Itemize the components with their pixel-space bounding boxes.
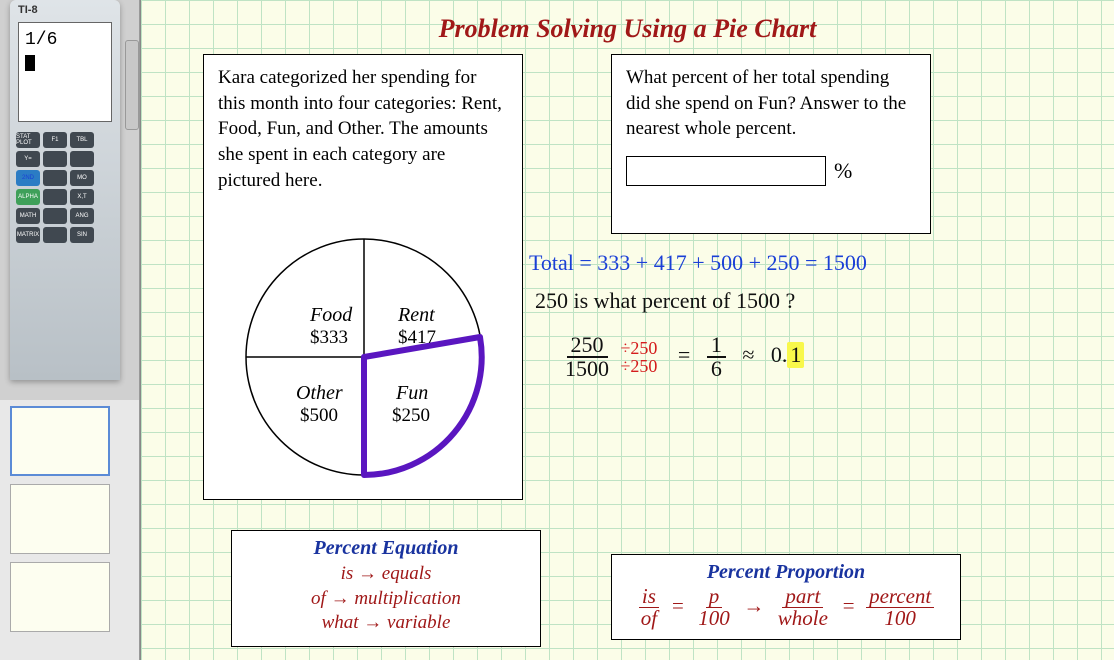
pie-chart: Food $333 Rent $417 Other $500 Fun $250 (234, 227, 494, 487)
calc-key-alpha[interactable]: ALPHA (16, 189, 40, 205)
pie-label-other: Other (296, 382, 343, 404)
sidebar-scrollbar[interactable] (125, 40, 139, 130)
percent-equation-box: Percent Equation is → equals of → multip… (231, 530, 541, 647)
slide-thumb-2[interactable] (10, 484, 110, 554)
slide-thumb-1[interactable] (10, 406, 110, 476)
question-text: What percent of her total spending did s… (626, 65, 916, 142)
work-total-line: Total = 333 + 417 + 500 + 250 = 1500 (529, 250, 867, 276)
pp-f2n: p (706, 586, 723, 608)
work-div-d: ÷250 (617, 357, 662, 375)
pe-l1: is → equals (248, 562, 524, 587)
calc-key-2nd[interactable]: 2ND (16, 170, 40, 186)
calc-key[interactable]: ANG (70, 208, 94, 224)
calc-cursor (25, 55, 35, 71)
thumbnail-sidebar: TI-8 1/6 STAT PLOT F1 TBL Y= 2ND MO ALPH… (0, 0, 140, 660)
calc-key[interactable]: X,T (70, 189, 94, 205)
problem-text: Kara categorized her spending for this m… (218, 65, 508, 193)
calc-screen: 1/6 (18, 22, 112, 122)
pe-l2: of → multiplication (248, 587, 524, 612)
answer-input[interactable] (626, 156, 826, 186)
work-frac2-d: 6 (707, 358, 726, 380)
work-eq: = (678, 342, 690, 367)
calc-key[interactable]: MATRIX (16, 227, 40, 243)
work-frac1-n: 250 (567, 334, 608, 358)
pie-amt-food: $333 (310, 327, 348, 348)
pie-label-food: Food (309, 304, 353, 326)
pie-amt-fun: $250 (392, 405, 430, 426)
pie-label-rent: Rent (397, 304, 435, 326)
calc-key[interactable]: STAT PLOT (16, 132, 40, 148)
pie-label-fun: Fun (395, 382, 428, 404)
calc-key[interactable]: MO (70, 170, 94, 186)
pp-eq2: = (841, 593, 855, 617)
calc-key[interactable] (43, 189, 67, 205)
calc-key[interactable] (70, 151, 94, 167)
slide-thumb-3[interactable] (10, 562, 110, 632)
pie-amt-rent: $417 (398, 327, 436, 348)
work-fraction-row: 250 1500 ÷250 ÷250 = 1 6 ≈ 0.1 (561, 334, 804, 380)
pe-heading: Percent Equation (248, 537, 524, 560)
question-box: What percent of her total spending did s… (611, 54, 931, 234)
calc-key[interactable]: Y= (16, 151, 40, 167)
pp-f1n: is (639, 586, 659, 608)
work-frac1-d: 1500 (561, 358, 613, 380)
calc-key[interactable]: TBL (70, 132, 94, 148)
pp-eq1: = (671, 593, 685, 617)
work-frac2-n: 1 (707, 334, 726, 358)
calc-key[interactable] (43, 151, 67, 167)
work-approx: ≈ (742, 342, 754, 367)
slide-title: Problem Solving Using a Pie Chart (141, 14, 1114, 44)
pp-eqn: is of = p 100 → part whole = percent 100 (628, 586, 944, 629)
slide-canvas: Problem Solving Using a Pie Chart Kara c… (140, 0, 1114, 660)
pie-svg: Food $333 Rent $417 Other $500 Fun $250 (234, 227, 494, 487)
work-div-n: ÷250 (617, 339, 662, 357)
work-restate: 250 is what percent of 1500 ? (535, 288, 795, 314)
calc-key[interactable]: SIN (70, 227, 94, 243)
pp-f4d: 100 (881, 608, 919, 629)
pp-heading: Percent Proportion (628, 561, 944, 584)
work-dec-highlight: 1 (787, 342, 804, 368)
calc-keys: STAT PLOT F1 TBL Y= 2ND MO ALPHA X,T MAT… (10, 128, 120, 247)
ti-calculator: TI-8 1/6 STAT PLOT F1 TBL Y= 2ND MO ALPH… (10, 0, 120, 380)
calc-model-label: TI-8 (10, 0, 120, 20)
calc-screen-text: 1/6 (25, 30, 57, 50)
pp-f1d: of (638, 608, 660, 629)
calc-key[interactable]: F1 (43, 132, 67, 148)
percent-symbol: % (834, 156, 852, 186)
calc-key-math[interactable]: MATH (16, 208, 40, 224)
pp-f3d: whole (775, 608, 831, 629)
pp-f2d: 100 (695, 608, 733, 629)
pp-f3n: part (782, 586, 823, 608)
pp-arrow: → (743, 593, 764, 617)
problem-box: Kara categorized her spending for this m… (203, 54, 523, 500)
pp-f4n: percent (866, 586, 934, 608)
calculator-pane: TI-8 1/6 STAT PLOT F1 TBL Y= 2ND MO ALPH… (0, 0, 139, 400)
slide-thumbnails (0, 400, 139, 660)
calc-key[interactable] (43, 170, 67, 186)
pe-l3: what → variable (248, 611, 524, 636)
work-dec-left: 0. (771, 342, 788, 367)
calc-key[interactable] (43, 227, 67, 243)
pie-amt-other: $500 (300, 405, 338, 426)
calc-key[interactable] (43, 208, 67, 224)
percent-proportion-box: Percent Proportion is of = p 100 → part … (611, 554, 961, 640)
